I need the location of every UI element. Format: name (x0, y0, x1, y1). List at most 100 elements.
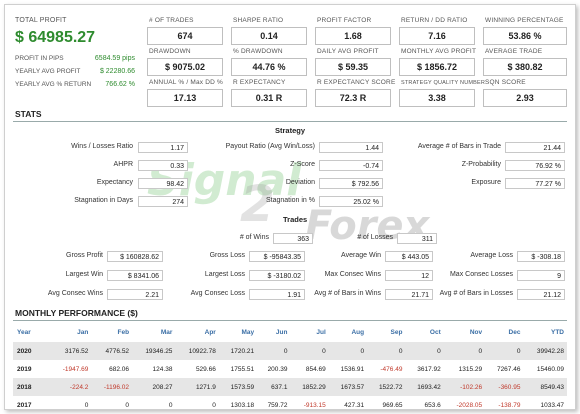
stat-label: Avg Consec Wins (47, 290, 103, 297)
monthly-value-cell: 759.72 (267, 401, 288, 409)
metric-label-annual-dd: ANNUAL % / Max DD % (149, 79, 223, 86)
stat-value: $ -3180.02 (249, 270, 305, 281)
stat-value: 1.91 (249, 289, 305, 300)
stat-value: 0.33 (138, 160, 188, 171)
stat-value: 21.71 (385, 289, 433, 300)
yearly-avg-profit-value: $ 22280.66 (99, 68, 135, 75)
monthly-value-cell: 10922.78 (175, 342, 219, 360)
monthly-value-cell: 1303.18 (230, 401, 255, 409)
stat-label: Stagnation in Days (74, 197, 133, 204)
profit-pips-value: 6584.59 pips (94, 55, 135, 62)
metric-value-return-dd: 7.16 (399, 27, 475, 45)
col-may: May (241, 329, 255, 336)
monthly-value-cell: 637.1 (257, 378, 291, 396)
stat-value: $ 8341.06 (107, 270, 163, 281)
stat-value: 98.42 (138, 178, 188, 189)
stat-label: Average # of Bars in Trade (417, 143, 501, 150)
monthly-value-cell: 0 (485, 342, 524, 360)
monthly-value-cell: 529.66 (195, 365, 216, 373)
stat-label: # of Wins (239, 234, 269, 241)
yearly-avg-profit-label: YEARLY AVG PROFIT (15, 68, 81, 75)
profit-pips-label: PROFIT IN PIPS (15, 55, 64, 62)
stat-label: Gross Loss (209, 252, 245, 259)
monthly-value-cell: 0 (290, 342, 329, 360)
monthly-value-cell: -224.2 (50, 378, 92, 396)
col-apr: Apr (204, 329, 216, 336)
metric-value-sqn-score: 2.93 (483, 89, 567, 107)
metric-label-avg-trade: AVERAGE TRADE (485, 48, 543, 55)
monthly-value-cell: -2028.05 (456, 401, 483, 409)
metric-label-r-expectancy-score: R EXPECTANCY SCORE (317, 79, 396, 86)
col-jan: Jan (77, 329, 89, 336)
total-profit-value: $ 64985.27 (15, 29, 96, 46)
stat-label: # of Losses (357, 234, 393, 241)
col-feb: Feb (117, 329, 130, 336)
metric-label-win-pct: WINNING PERCENTAGE (485, 17, 564, 24)
col-aug: Aug (351, 329, 365, 336)
stat-label: Deviation (285, 179, 315, 186)
metric-label-daily-avg: DAILY AVG PROFIT (317, 48, 379, 55)
stat-label: Avg # of Bars in Losses (439, 290, 513, 297)
monthly-year-cell: 2019 (17, 365, 32, 373)
col-mar: Mar (160, 329, 173, 336)
monthly-value-cell: 427.31 (344, 401, 365, 409)
monthly-row: 2018 -224.2 -1196.02 208.27 1271.9 1573.59 637… (13, 378, 567, 396)
stat-value: $ 443.05 (385, 251, 433, 262)
metric-value-sharpe: 0.14 (231, 27, 307, 45)
stat-value: $ 160828.62 (107, 251, 163, 262)
monthly-value-cell: 208.27 (132, 378, 176, 396)
monthly-value-cell: 0 (125, 401, 130, 409)
stat-label: Gross Profit (66, 252, 103, 259)
monthly-value-cell: -1196.02 (91, 378, 133, 396)
metric-value-monthly-avg: $ 1856.72 (399, 58, 475, 76)
stat-value: 76.92 % (505, 160, 565, 171)
stat-value: 363 (273, 233, 313, 244)
stat-value: 274 (138, 196, 188, 207)
stat-value: 311 (397, 233, 437, 244)
monthly-value-cell: 653.6 (424, 401, 441, 409)
stat-label: Largest Loss (204, 271, 245, 278)
monthly-value-cell: -476.49 (380, 365, 403, 373)
monthly-value-cell: -360.95 (485, 378, 524, 396)
stat-label: Average Loss (470, 252, 513, 259)
stat-value: 21.12 (517, 289, 565, 300)
col-sep: Sep (390, 329, 403, 336)
metric-value-drawdown: $ 9075.02 (147, 58, 223, 76)
monthly-value-cell: -913.15 (303, 401, 326, 409)
yearly-avg-return-value: 766.62 % (105, 81, 135, 88)
monthly-value-cell: 1852.29 (290, 378, 329, 396)
metric-label-pct-drawdown: % DRAWDOWN (233, 48, 283, 55)
watermark-logo-2: 2 (240, 175, 275, 233)
total-profit-label: TOTAL PROFIT (15, 17, 67, 24)
stat-label: AHPR (113, 161, 133, 168)
monthly-value-cell: 0 (257, 342, 291, 360)
yearly-avg-return-label: YEARLY AVG % RETURN (15, 81, 92, 88)
stat-label: Payout Ratio (Avg Win/Loss) (225, 143, 315, 150)
stat-label: Max Consec Wins (324, 271, 381, 278)
monthly-value-cell: 1720.21 (218, 342, 258, 360)
stats-title: STATS (15, 109, 42, 119)
stat-label: Exposure (471, 179, 501, 186)
stat-label: Max Consec Losses (449, 271, 513, 278)
stat-value: 2.21 (107, 289, 163, 300)
monthly-row: 2019 -1947.69 682.06 124.38 529.66 1755.51 200… (13, 360, 567, 378)
metric-value-annual-dd: 17.13 (147, 89, 223, 107)
col-jul: Jul (316, 329, 326, 336)
monthly-value-cell: 0 (405, 342, 444, 360)
trades-title: Trades (283, 215, 308, 224)
stat-value: 25.02 % (319, 196, 383, 207)
stat-label: Expectancy (96, 179, 133, 186)
col-year: Year (17, 329, 31, 336)
metric-value-avg-trade: $ 380.82 (483, 58, 567, 76)
monthly-table: Year Jan Feb Mar Apr May Jun Jul Aug Sep… (13, 323, 567, 414)
monthly-value-cell: 682.06 (109, 365, 130, 373)
monthly-value-cell: 15460.09 (536, 365, 564, 373)
metric-label-return-dd: RETURN / DD RATIO (401, 17, 468, 24)
monthly-divider (13, 320, 567, 321)
col-nov: Nov (469, 329, 483, 336)
monthly-value-cell: 19346.25 (132, 342, 176, 360)
stat-value: 1.44 (319, 142, 383, 153)
stat-label: Avg Consec Loss (190, 290, 245, 297)
monthly-value-cell: 1536.91 (340, 365, 365, 373)
metric-value-daily-avg: $ 59.35 (315, 58, 391, 76)
